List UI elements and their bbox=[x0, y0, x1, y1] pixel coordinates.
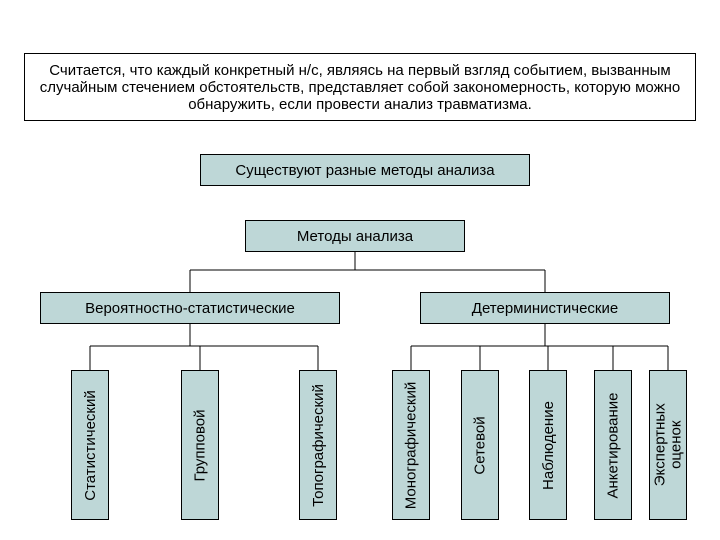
leaf-topo-label: Топографический bbox=[310, 384, 327, 507]
subheading-box: Существуют разные методы анализа bbox=[200, 154, 530, 186]
branch-deterministic-text: Детерминистические bbox=[472, 300, 618, 317]
leaf-quest: Анкетирование bbox=[594, 370, 632, 520]
leaf-net-label: Сетевой bbox=[472, 416, 489, 474]
leaf-mono: Монографический bbox=[392, 370, 430, 520]
leaf-expert: Экспертныхоценок bbox=[649, 370, 687, 520]
root-node: Методы анализа bbox=[245, 220, 465, 252]
leaf-stat: Статистический bbox=[71, 370, 109, 520]
leaf-mono-label: Монографический bbox=[403, 381, 420, 509]
branch-deterministic: Детерминистические bbox=[420, 292, 670, 324]
leaf-net: Сетевой bbox=[461, 370, 499, 520]
root-text: Методы анализа bbox=[297, 228, 413, 245]
leaf-obs: Наблюдение bbox=[529, 370, 567, 520]
branch-probabilistic-text: Вероятностно-статистические bbox=[85, 300, 295, 317]
leaf-quest-label: Анкетирование bbox=[605, 392, 622, 498]
intro-text-box: Считается, что каждый конкретный н/с, яв… bbox=[24, 53, 696, 121]
leaf-obs-label: Наблюдение bbox=[540, 401, 557, 490]
leaf-expert-label: Экспертныхоценок bbox=[652, 404, 684, 487]
leaf-group-label: Групповой bbox=[192, 409, 209, 481]
branch-probabilistic: Вероятностно-статистические bbox=[40, 292, 340, 324]
subheading-text: Существуют разные методы анализа bbox=[235, 162, 494, 179]
leaf-stat-label: Статистический bbox=[82, 390, 99, 501]
leaf-group: Групповой bbox=[181, 370, 219, 520]
leaf-topo: Топографический bbox=[299, 370, 337, 520]
intro-text: Считается, что каждый конкретный н/с, яв… bbox=[31, 62, 689, 113]
